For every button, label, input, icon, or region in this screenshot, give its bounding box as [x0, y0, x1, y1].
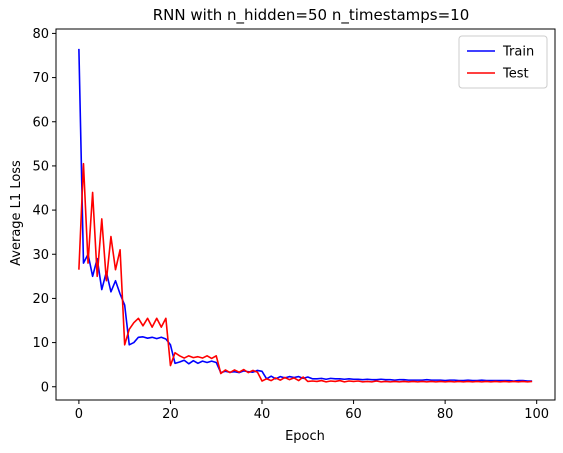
x-tick-label: 40: [254, 407, 271, 422]
series-line-test: [78, 162, 533, 383]
y-tick-label: 20: [32, 292, 49, 307]
y-tick-label: 70: [32, 71, 49, 86]
y-tick-label: 30: [32, 248, 49, 263]
y-tick-label: 60: [32, 115, 49, 130]
x-tick-label: 20: [162, 407, 179, 422]
legend-label-test: Test: [502, 67, 529, 82]
x-tick-label: 100: [524, 407, 549, 422]
y-tick-label: 10: [32, 336, 49, 351]
y-tick-label: 0: [41, 380, 49, 395]
y-tick-label: 50: [32, 159, 49, 174]
y-tick-label: 80: [32, 27, 49, 42]
x-tick-label: 0: [75, 407, 83, 422]
chart-title: RNN with n_hidden=50 n_timestamps=10: [153, 6, 470, 25]
plot-area: [55, 28, 556, 401]
legend: Train Test: [458, 35, 548, 89]
y-tick-label: 40: [32, 204, 49, 219]
x-axis: 0 20 40 60 80 100: [75, 400, 549, 422]
x-tick-label: 60: [345, 407, 362, 422]
legend-box: [458, 35, 548, 89]
series-line-train: [78, 48, 533, 382]
x-tick-label: 80: [437, 407, 454, 422]
plot-frame: [55, 28, 556, 401]
y-axis-label: Average L1 Loss: [9, 160, 24, 266]
y-axis: 0 10 20 30 40 50 60 70 80: [32, 27, 56, 395]
legend-label-train: Train: [502, 45, 534, 60]
x-axis-label: Epoch: [285, 429, 325, 444]
